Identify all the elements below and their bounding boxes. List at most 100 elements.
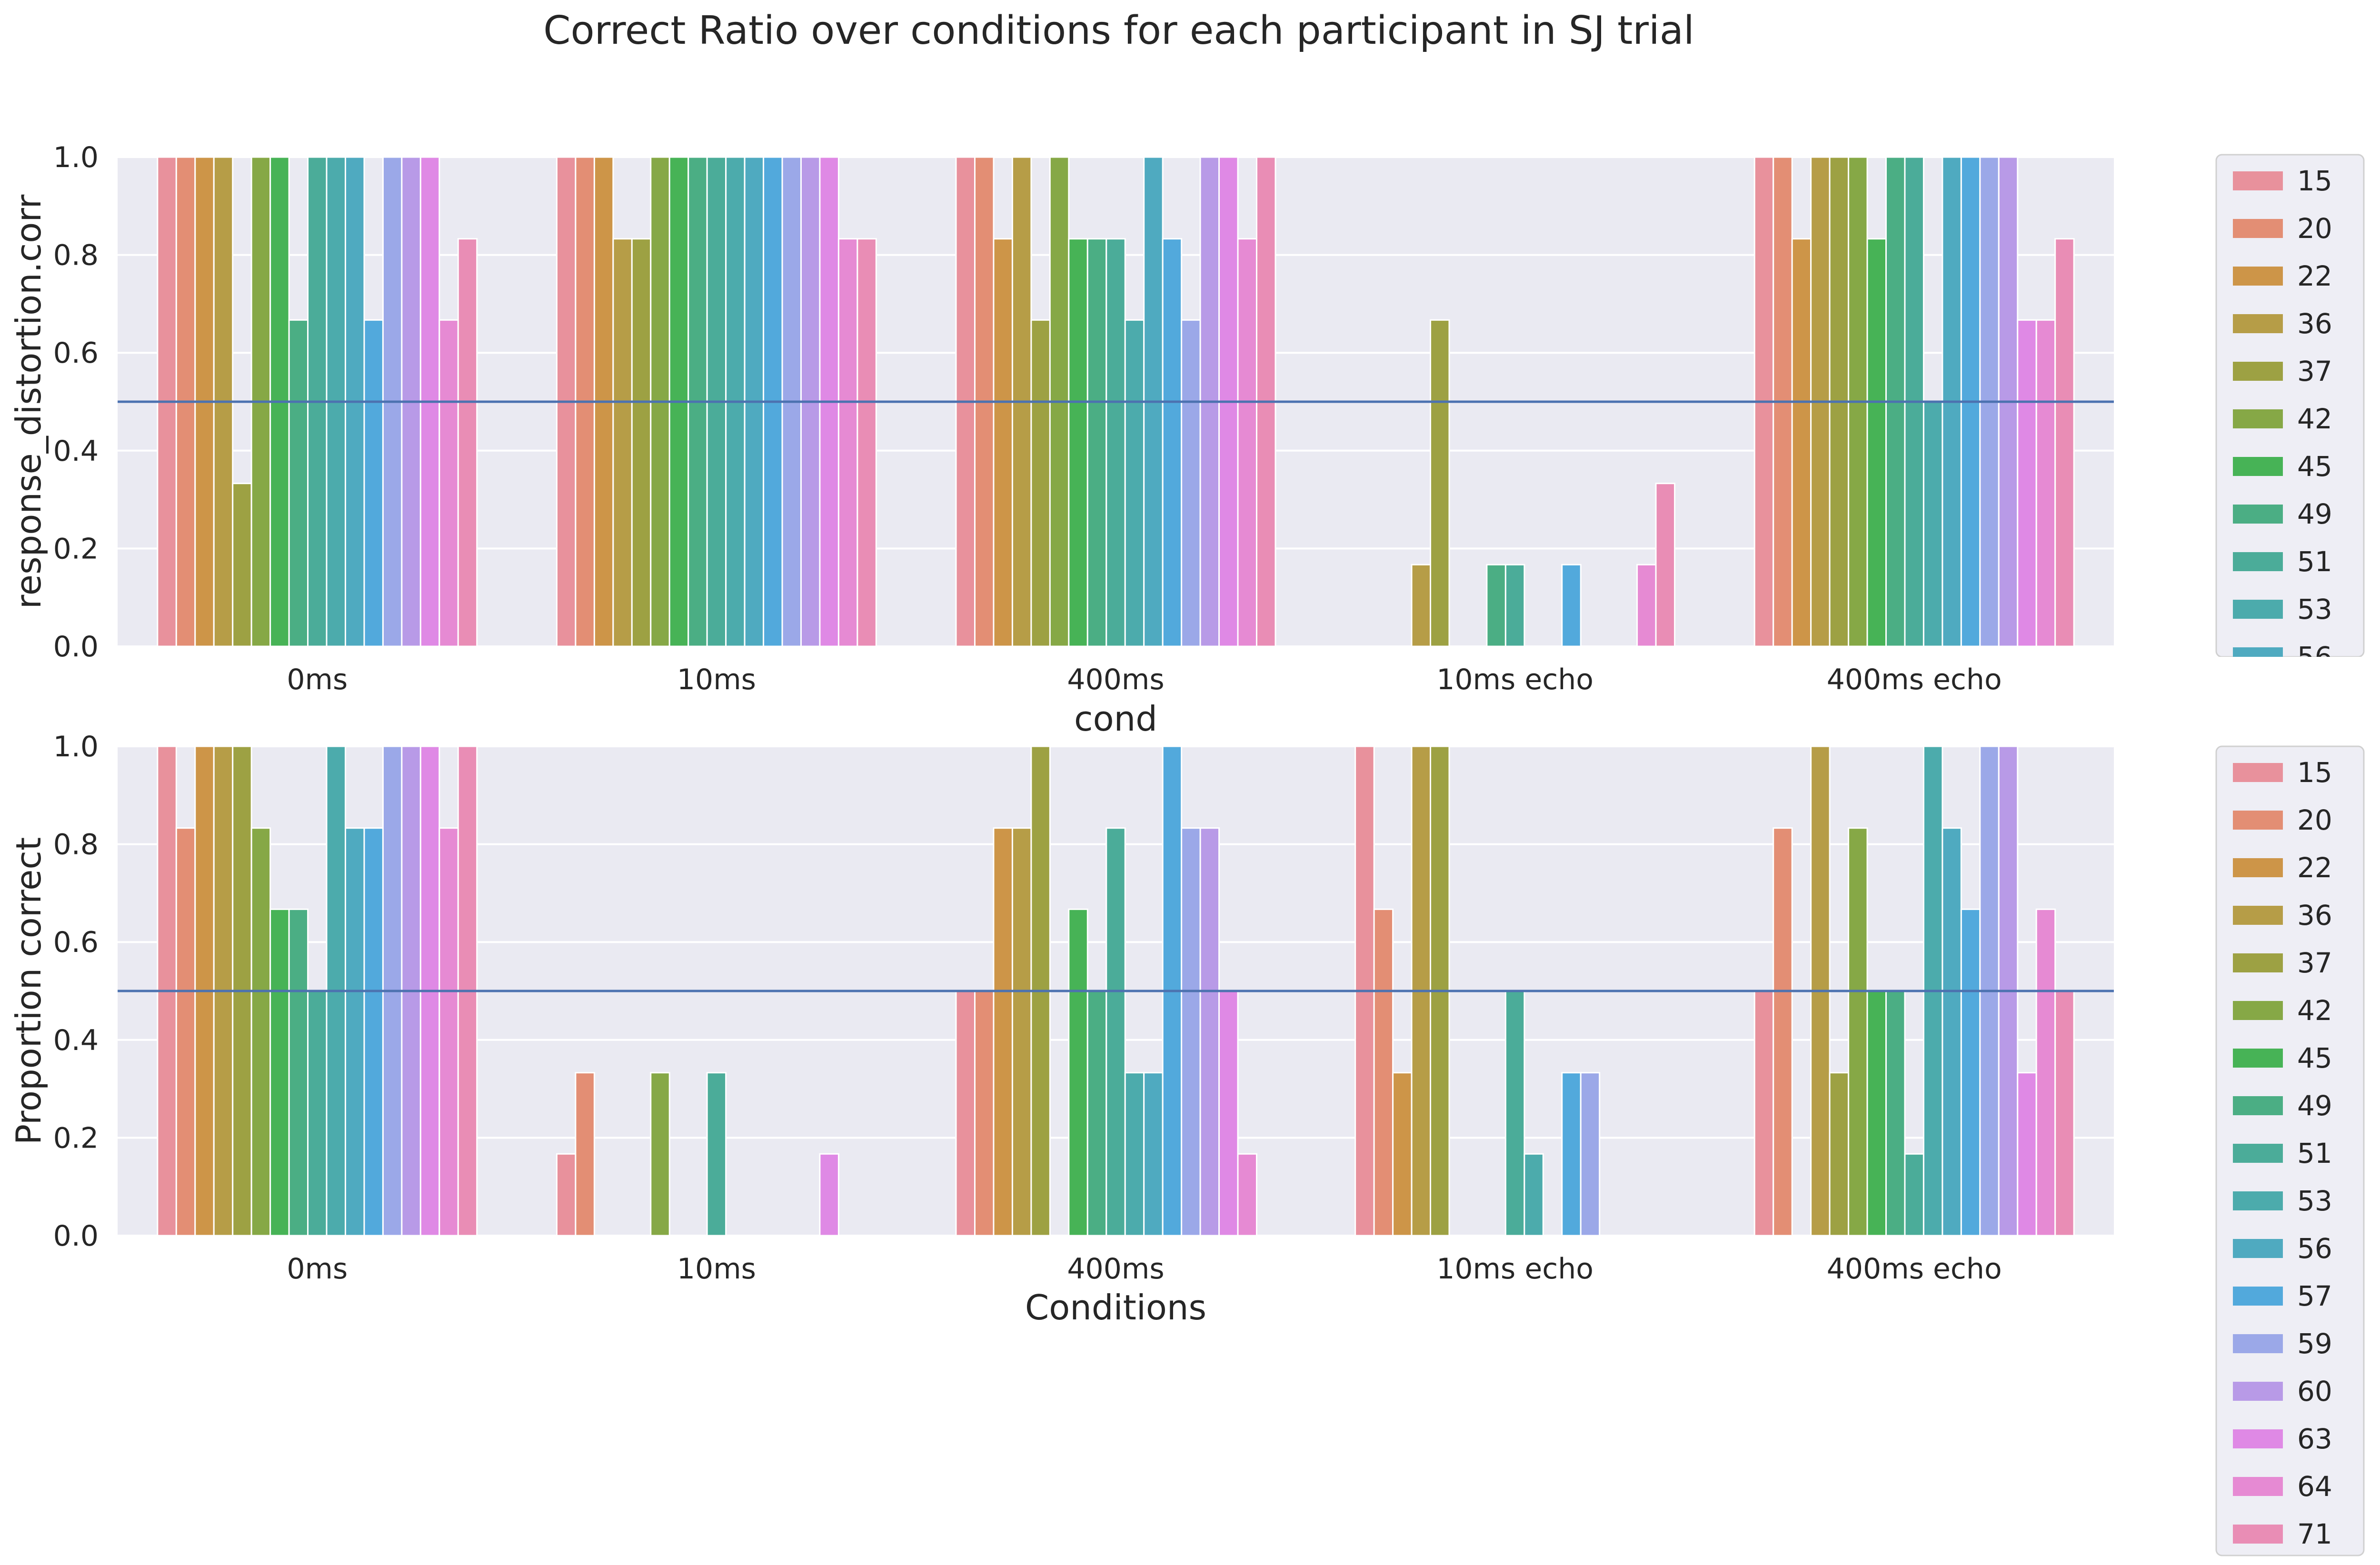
legend-swatch xyxy=(2233,219,2283,238)
bar xyxy=(612,238,633,647)
x-axis-title: Conditions xyxy=(1025,1288,1206,1327)
bar xyxy=(250,827,271,1237)
y-tick-label: 0.6 xyxy=(53,337,99,370)
bar xyxy=(974,990,995,1237)
bar xyxy=(2054,990,2075,1237)
legend-swatch xyxy=(2233,1144,2283,1163)
x-tick-label: 10ms xyxy=(677,1252,756,1286)
bar xyxy=(1237,238,1257,647)
bar xyxy=(631,238,652,647)
legend-label: 57 xyxy=(2297,1280,2332,1312)
legend-swatch xyxy=(2233,457,2283,476)
bar xyxy=(2035,908,2056,1237)
legend-label: 37 xyxy=(2297,947,2332,979)
y-tick-label: 1.0 xyxy=(53,730,99,763)
x-tick-label: 400ms xyxy=(1067,1252,1164,1286)
bar xyxy=(1105,827,1126,1237)
y-tick-label: 0.0 xyxy=(53,1219,99,1253)
bar xyxy=(269,908,290,1237)
bar xyxy=(1237,1153,1257,1237)
x-tick-label: 0ms xyxy=(287,1252,348,1286)
y-tick-label: 1.0 xyxy=(53,141,99,174)
legend-label: 45 xyxy=(2297,450,2332,483)
y-tick-label: 0.4 xyxy=(53,435,99,468)
figure-title: Correct Ratio over conditions for each p… xyxy=(543,8,1694,53)
bar xyxy=(1904,1153,1924,1237)
legend-label: 51 xyxy=(2297,1137,2332,1169)
legend-label: 71 xyxy=(2297,1518,2332,1550)
legend-label: 53 xyxy=(2297,593,2332,625)
legend-swatch xyxy=(2233,1096,2283,1115)
bar xyxy=(1773,827,1793,1237)
bar xyxy=(1030,319,1051,647)
legend-label: 42 xyxy=(2297,994,2332,1027)
legend-swatch xyxy=(2233,1239,2283,1258)
bar xyxy=(1922,401,1943,647)
y-tick-label: 0.6 xyxy=(53,926,99,959)
y-axis-title: response_distortion.corr xyxy=(9,194,49,609)
legend-label: 42 xyxy=(2297,403,2332,435)
bar xyxy=(1181,827,1201,1237)
bar xyxy=(1411,564,1432,647)
x-tick-label: 400ms echo xyxy=(1827,1252,2002,1286)
bar xyxy=(1524,1153,1544,1237)
legend-swatch xyxy=(2233,1287,2283,1306)
bar xyxy=(1561,1072,1582,1237)
legend-label: 22 xyxy=(2297,852,2332,884)
bar xyxy=(1199,827,1220,1237)
bar xyxy=(1942,827,1962,1237)
bar xyxy=(1866,990,1887,1237)
bar xyxy=(575,1072,595,1237)
legend-swatch xyxy=(2233,1525,2283,1544)
legend-swatch xyxy=(2233,647,2283,657)
bar xyxy=(1885,990,1906,1237)
legend-label: 15 xyxy=(2297,756,2332,789)
x-tick-label: 0ms xyxy=(287,663,348,696)
bar xyxy=(363,827,384,1237)
legend-label: 53 xyxy=(2297,1185,2332,1217)
legend-swatch xyxy=(2233,1191,2283,1210)
bar xyxy=(955,990,976,1237)
bar xyxy=(1162,238,1183,647)
chart-panel-1: 0.0 0.2 0.4 0.6 0.8 1.0 0ms 10ms 400ms 10ms echo 4… xyxy=(9,141,2365,739)
legend: 15 20 22 36 37 42 45 49 51 53 56 57 59 60 63 64 71 xyxy=(2215,745,2365,1556)
legend-label: 49 xyxy=(2297,498,2332,530)
legend-swatch xyxy=(2233,1477,2283,1496)
legend-swatch xyxy=(2233,409,2283,428)
legend-swatch xyxy=(2233,1429,2283,1448)
bar xyxy=(1655,483,1676,647)
y-tick-label: 0.2 xyxy=(53,532,99,565)
bar xyxy=(2017,319,2037,647)
bar xyxy=(1124,1072,1145,1237)
bar xyxy=(1218,990,1239,1237)
legend-label: 15 xyxy=(2297,165,2332,197)
legend-swatch xyxy=(2233,1334,2283,1353)
legend-label: 45 xyxy=(2297,1042,2332,1074)
y-axis-title: Proportion correct xyxy=(9,837,49,1145)
legend-label: 37 xyxy=(2297,355,2332,387)
x-tick-label: 10ms xyxy=(677,663,756,696)
bar xyxy=(1636,564,1657,647)
legend-label: 64 xyxy=(2297,1470,2332,1503)
y-tick-label: 0.2 xyxy=(53,1121,99,1155)
bar xyxy=(175,827,196,1237)
bar xyxy=(2054,238,2075,647)
bar xyxy=(1086,990,1107,1237)
legend-swatch xyxy=(2233,362,2283,381)
legend-swatch xyxy=(2233,171,2283,190)
bar xyxy=(1753,990,1774,1237)
bar xyxy=(344,827,365,1237)
legend-swatch xyxy=(2233,906,2283,925)
bar xyxy=(457,238,478,647)
bar xyxy=(993,238,1013,647)
bar xyxy=(288,319,309,647)
legend-label: 51 xyxy=(2297,545,2332,578)
bar xyxy=(1086,238,1107,647)
bar xyxy=(1486,564,1506,647)
y-tick-label: 0.0 xyxy=(53,630,99,664)
x-tick-label: 10ms echo xyxy=(1436,1252,1593,1286)
bar xyxy=(650,1072,670,1237)
bar xyxy=(288,908,309,1237)
bar xyxy=(2017,1072,2037,1237)
x-tick-label: 400ms echo xyxy=(1827,663,2002,696)
